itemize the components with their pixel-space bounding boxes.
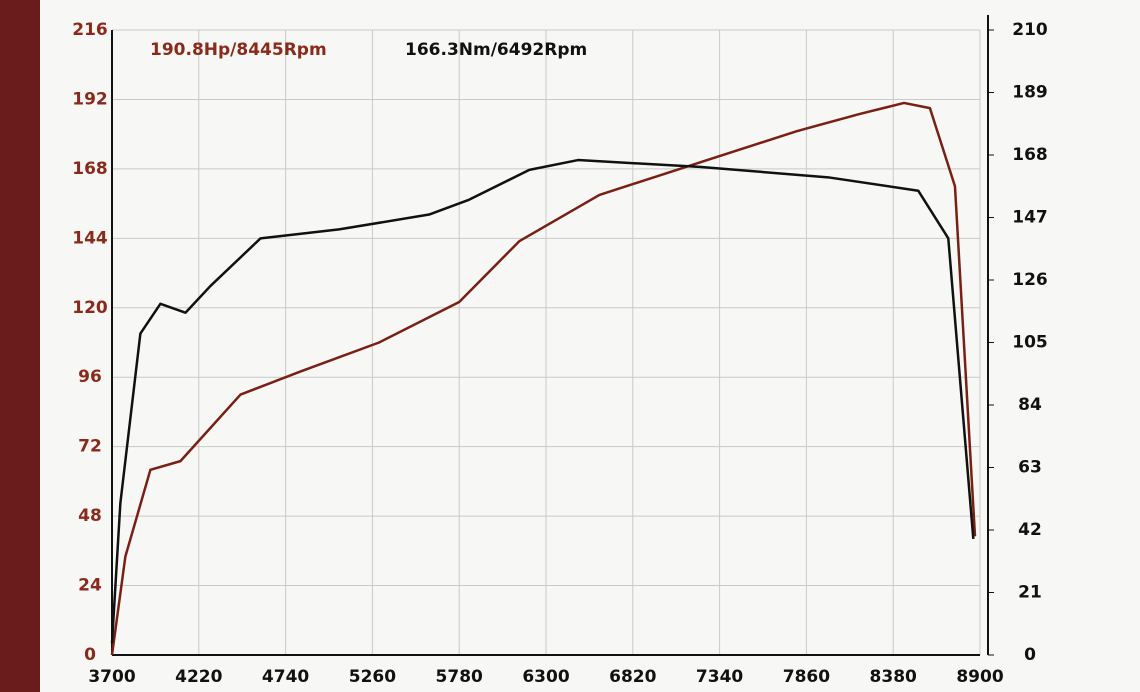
x-tick-label: 6820 [609,667,656,687]
series-line [110,101,977,656]
x-tick-label: 4220 [175,667,222,687]
y-tick-label: 144 [72,228,108,248]
x-tick-label: 5780 [436,667,483,687]
paper [40,0,1140,692]
y2-tick-label: 168 [1012,145,1048,165]
x-tick-label: 3700 [88,667,135,687]
y-tick-label: 72 [78,437,102,457]
x-tick-label: 5260 [349,667,396,687]
y-tick-label: 0 [84,645,96,665]
x-tick-label: 8380 [870,667,917,687]
y2-tick-label: 189 [1012,83,1048,103]
x-tick-label: 7340 [696,667,743,687]
x-tick-label: 4740 [262,667,309,687]
x-tick-label: 8900 [956,667,1003,687]
y2-tick-label: 0 [1024,645,1036,665]
y2-tick-label: 147 [1012,208,1048,228]
backdrop [0,0,40,692]
series-line [110,158,975,644]
x-tick-label: 6300 [522,667,569,687]
y2-tick-label: 210 [1012,20,1048,40]
y-tick-label: 24 [78,576,102,596]
y-tick-label: 216 [72,20,108,40]
y2-tick-label: 126 [1012,270,1048,290]
y-tick-label: 48 [78,506,102,526]
y-tick-label: 96 [78,367,102,387]
y2-tick-label: 21 [1018,583,1042,603]
y-tick-label: 192 [72,89,108,109]
y2-tick-label: 42 [1018,520,1042,540]
y2-tick-label: 84 [1018,395,1042,415]
y2-tick-label: 63 [1018,458,1042,478]
annotation: 166.3Nm/6492Rpm [405,40,587,60]
y-tick-label: 120 [72,298,108,318]
annotation: 190.8Hp/8445Rpm [150,40,327,60]
x-tick-label: 7860 [783,667,830,687]
y-tick-label: 168 [72,159,108,179]
y2-tick-label: 105 [1012,333,1048,353]
